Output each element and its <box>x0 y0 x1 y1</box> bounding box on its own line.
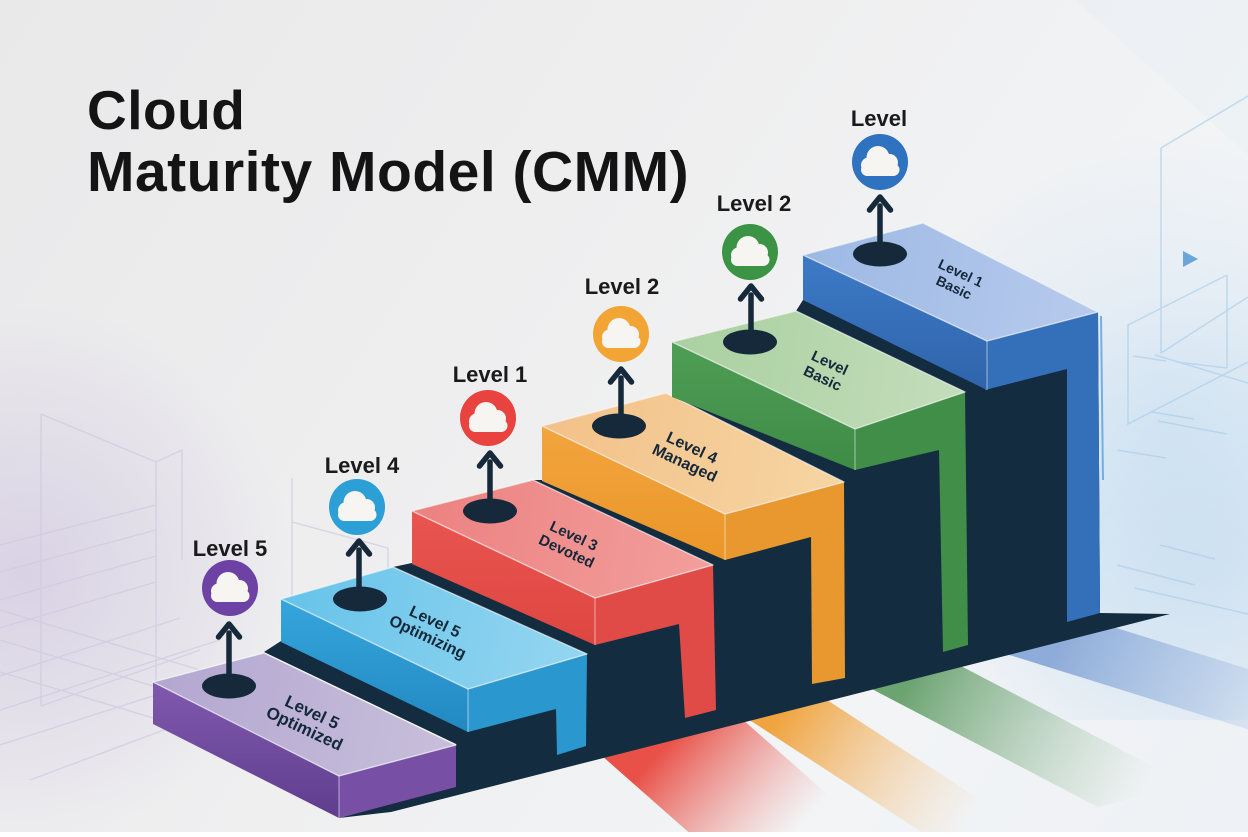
svg-text:Level 4: Level 4 <box>325 453 400 478</box>
svg-text:Level 5: Level 5 <box>193 536 268 561</box>
svg-text:Level 2: Level 2 <box>717 191 792 216</box>
svg-text:Maturity Model (CMM): Maturity Model (CMM) <box>87 140 689 204</box>
svg-text:Level 2: Level 2 <box>585 274 660 299</box>
svg-text:Cloud: Cloud <box>87 79 245 141</box>
svg-text:Level: Level <box>851 106 907 131</box>
svg-text:Level 1: Level 1 <box>453 362 528 387</box>
